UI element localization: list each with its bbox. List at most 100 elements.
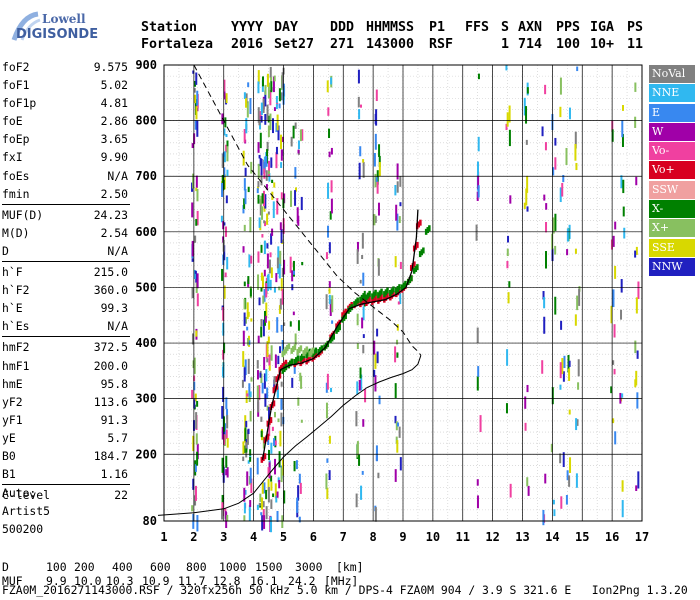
noise-echo	[245, 448, 248, 453]
noise-echo	[543, 316, 546, 334]
noise-echo	[266, 387, 269, 399]
noise-echo	[243, 281, 246, 287]
header-value: 714	[518, 37, 543, 52]
trace-fit-line	[261, 209, 419, 460]
trace-point-X+	[284, 346, 287, 353]
noise-echo	[225, 455, 228, 468]
noise-echo	[265, 369, 268, 382]
muf-value: 24.2	[288, 574, 316, 588]
noise-echo	[565, 147, 568, 166]
noise-echo	[272, 493, 275, 498]
noise-echo	[610, 386, 613, 394]
noise-echo	[221, 182, 224, 198]
noise-echo	[265, 156, 268, 167]
trace-point-Vo-	[413, 261, 416, 268]
noise-echo	[273, 438, 276, 447]
noise-echo	[280, 467, 283, 483]
noise-echo	[278, 103, 281, 109]
trace-point-X+	[292, 346, 295, 353]
trace-point-X-	[418, 251, 422, 258]
noise-echo	[260, 195, 263, 205]
trace-point-X-	[408, 277, 412, 284]
noise-echo	[193, 381, 196, 391]
noise-echo	[396, 352, 399, 358]
auto-line: Auto:	[2, 486, 37, 500]
noise-echo	[223, 245, 226, 261]
noise-echo	[247, 428, 250, 435]
noise-echo	[281, 136, 284, 143]
noise-echo	[196, 188, 199, 202]
header-value: 11	[627, 37, 644, 52]
noise-echo	[273, 411, 276, 418]
noise-echo	[276, 510, 279, 522]
trace-point-Vo-	[366, 298, 370, 305]
noise-echo	[259, 493, 262, 502]
noise-echo	[577, 382, 580, 390]
noise-echo	[479, 415, 482, 433]
parameter-value: 9.575	[93, 60, 128, 74]
logo-line1: Lowell	[42, 12, 86, 26]
noise-echo	[396, 163, 399, 180]
header-value: Fortaleza	[141, 37, 214, 52]
noise-echo	[560, 496, 563, 509]
parameter-name: D	[2, 243, 9, 258]
trace-point-X-	[380, 288, 383, 295]
noise-echo	[509, 195, 512, 204]
noise-echo	[328, 281, 331, 288]
header-value: 1	[501, 37, 510, 52]
x-tick-label: 6	[310, 530, 317, 544]
noise-echo	[362, 344, 365, 354]
noise-echo	[477, 185, 480, 198]
noise-echo	[275, 495, 278, 503]
noise-echo	[191, 333, 194, 345]
noise-echo	[325, 473, 328, 490]
parameter-name: h`F2	[2, 283, 30, 298]
header-label: Station	[141, 20, 198, 35]
noise-echo	[258, 217, 261, 228]
logo-line2: DIGISONDE	[16, 27, 99, 42]
header-label: HHMMSS	[366, 20, 415, 35]
noise-echo	[262, 508, 265, 520]
noise-echo	[394, 185, 397, 196]
noise-echo	[325, 294, 328, 310]
noise-echo	[506, 260, 509, 269]
noise-echo	[374, 353, 377, 369]
noise-echo	[396, 213, 399, 231]
noise-echo	[222, 221, 225, 230]
noise-echo	[268, 422, 271, 437]
x-tick-label: 8	[370, 530, 377, 544]
noise-echo	[279, 346, 282, 354]
x-tick-label: 11	[456, 530, 470, 544]
noise-echo	[374, 133, 377, 150]
trace-point-Vo-	[283, 361, 286, 368]
noise-echo	[270, 77, 273, 82]
noise-echo	[300, 375, 303, 389]
noise-echo	[565, 494, 568, 505]
noise-echo	[294, 190, 297, 206]
trace-point-Vo-	[269, 417, 273, 424]
noise-echo	[259, 199, 262, 216]
parameter-value: 99.3	[100, 301, 128, 316]
parameter-name: hmE	[2, 376, 23, 391]
parameter-value: 1.16	[100, 467, 128, 482]
parameter-name: hmF1	[2, 358, 30, 373]
noise-echo	[268, 354, 271, 366]
noise-echo	[294, 167, 297, 179]
trace-point-Vo-	[275, 376, 279, 383]
noise-echo	[526, 206, 529, 212]
noise-echo	[280, 149, 283, 161]
noise-echo	[196, 90, 199, 106]
noise-echo	[356, 241, 359, 252]
trace-point-Vo-	[342, 310, 346, 317]
noise-echo	[261, 382, 264, 394]
noise-echo	[226, 438, 229, 448]
noise-echo	[394, 346, 397, 363]
noise-echo	[264, 194, 267, 209]
parameter-name: yF2	[2, 394, 23, 409]
noise-echo	[248, 340, 251, 345]
noise-echo	[576, 295, 579, 311]
noise-echo	[544, 142, 547, 151]
noise-echo	[273, 182, 276, 188]
distance-value: 1000	[219, 560, 247, 574]
noise-echo	[226, 415, 229, 429]
